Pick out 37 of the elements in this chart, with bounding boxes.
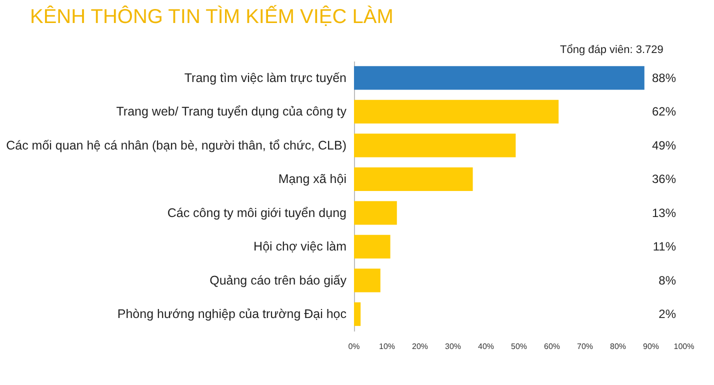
data-label: 11% [652,240,676,254]
y-tick-label: Hội chợ việc làm [254,240,346,254]
y-tick-label: Trang tìm việc làm trực tuyến [184,70,347,85]
x-tick-label: 40% [478,342,494,351]
y-tick-label: Trang web/ Trang tuyển dụng của công ty [116,104,348,119]
bar [354,134,516,158]
bar [354,234,390,258]
x-tick-label: 70% [576,342,594,351]
bar [354,302,361,326]
x-tick-label: 0% [348,342,360,351]
text: Tổng đáp viên: 3.729 [560,44,664,56]
data-label: 49% [652,138,676,152]
y-tick-label: Các mối quan hệ cá nhân (bạn bè, người thân, tổ chức, CLB) [6,138,346,152]
x-tick-label: 90% [642,342,660,351]
x-tick-label: 30% [444,342,462,351]
x-tick-label: 20% [412,342,428,351]
y-tick-label: Mạng xã hội [278,172,346,186]
bar [354,268,380,292]
data-label: 36% [652,172,676,186]
bar [354,201,397,225]
data-label: 8% [658,273,676,288]
bar [354,66,644,90]
bar [354,167,473,191]
y-tick-label: Quảng cáo trên báo giấy [210,273,348,288]
x-tick-label: 10% [378,342,396,351]
data-label: 2% [658,307,676,322]
x-tick-label: 60% [544,342,560,351]
y-tick-label: Các công ty môi giới tuyển dụng [167,206,347,220]
data-label: 88% [652,70,676,85]
y-tick-label: Phòng hướng nghiệp của trường Đại học [117,307,346,322]
data-label: 13% [652,206,676,220]
data-label: 62% [652,104,676,119]
x-tick-label: 50% [510,342,528,351]
x-tick-label: 100% [674,342,694,351]
bar [354,100,559,124]
chart-title: KÊNH THÔNG TIN TÌM KIẾM VIỆC LÀM [30,6,394,29]
x-tick-label: 80% [610,342,626,351]
